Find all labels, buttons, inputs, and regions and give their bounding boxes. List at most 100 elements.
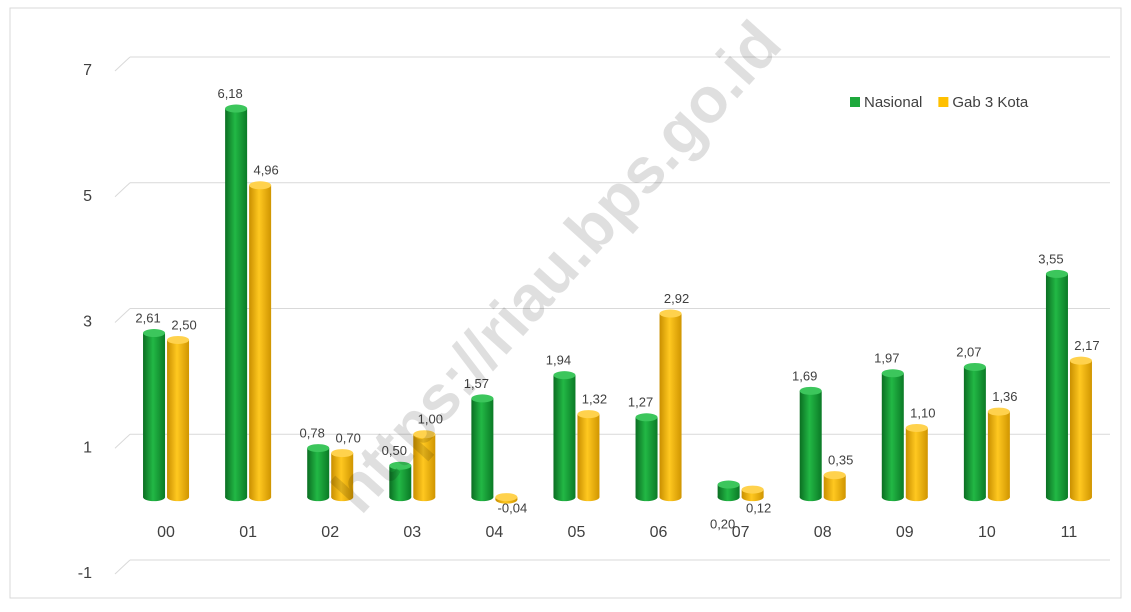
value-label: -0,04 <box>498 501 528 516</box>
bar-base <box>413 493 436 502</box>
grid-line-depth <box>114 308 131 323</box>
bar-cap <box>905 423 928 432</box>
value-label: 1,94 <box>546 353 571 368</box>
bar-cap <box>741 485 764 494</box>
x-tick-label: 09 <box>896 524 914 541</box>
bar-base <box>635 493 658 502</box>
bar-base <box>389 493 412 502</box>
x-tick-label: 07 <box>732 524 750 541</box>
bar-base <box>307 493 330 502</box>
x-tick-label: 10 <box>978 524 996 541</box>
bar <box>553 375 576 498</box>
bar-cap <box>881 369 904 378</box>
bar <box>963 366 986 498</box>
bar <box>167 339 190 498</box>
bar-cap <box>635 413 658 422</box>
value-label: 2,50 <box>171 317 196 332</box>
value-label: 2,17 <box>1074 338 1099 353</box>
bar-base <box>881 493 904 502</box>
value-label: 1,36 <box>992 389 1017 404</box>
bar-cap <box>225 104 248 113</box>
bar-base <box>823 493 846 502</box>
value-label: 1,57 <box>464 376 489 391</box>
bar <box>659 313 682 498</box>
value-label: 0,35 <box>828 453 853 468</box>
bar-cap <box>659 309 682 318</box>
bar <box>307 448 330 498</box>
bar <box>635 417 658 498</box>
value-label: 1,32 <box>582 392 607 407</box>
bar-base <box>1045 493 1068 502</box>
bar-base <box>741 493 764 502</box>
value-label: 1,27 <box>628 395 653 410</box>
bar <box>389 465 412 498</box>
y-tick-label: 1 <box>83 439 92 456</box>
bar-cap <box>1069 356 1092 365</box>
bar-cap <box>717 480 740 489</box>
x-tick-label: 06 <box>650 524 668 541</box>
bar-cap <box>823 471 846 480</box>
bar-cap <box>799 386 822 395</box>
bar <box>987 411 1010 498</box>
bar-base <box>331 493 354 502</box>
bar-cap <box>987 407 1010 416</box>
bar-cap <box>143 329 166 338</box>
legend-label: Nasional <box>864 94 922 111</box>
grid-line-depth <box>114 433 131 449</box>
bar-base <box>471 493 494 502</box>
bar-base <box>553 493 576 502</box>
y-tick-label: 7 <box>83 62 92 79</box>
bar-cap <box>577 410 600 419</box>
bar-base <box>799 493 822 502</box>
x-tick-label: 08 <box>814 524 832 541</box>
value-label: 4,96 <box>253 163 278 178</box>
bar-cap <box>389 461 412 470</box>
x-tick-label: 00 <box>157 524 175 541</box>
value-label: 6,18 <box>217 86 242 101</box>
bar-cap <box>249 181 272 190</box>
bar-cap <box>413 430 436 439</box>
legend-swatch <box>938 97 949 107</box>
bar-base <box>143 493 166 502</box>
bar-cap <box>167 335 190 344</box>
bar <box>249 185 272 498</box>
bar <box>225 108 248 498</box>
value-label: 1,97 <box>874 351 899 366</box>
value-label: 0,78 <box>300 426 325 441</box>
value-label: 0,20 <box>710 517 735 532</box>
grid-line-depth <box>114 559 131 575</box>
y-tick-label: 3 <box>83 314 92 331</box>
value-label: 2,61 <box>135 310 160 325</box>
bar-cap <box>307 444 330 453</box>
x-tick-label: 11 <box>1061 524 1078 541</box>
bar-base <box>249 493 272 502</box>
bar-base <box>167 493 190 502</box>
value-label: 0,70 <box>336 431 361 446</box>
bar-base <box>987 493 1010 502</box>
value-label: 2,07 <box>956 344 981 359</box>
bar-cap <box>495 493 518 502</box>
y-tick-label: 5 <box>83 188 92 205</box>
bar <box>905 427 928 498</box>
bar-cap <box>963 362 986 371</box>
bar <box>1045 273 1068 498</box>
labels: -1 1 3 5 7 00 2,61 2,50 01 6,18 4,96 02 0,78 0,70 03 0,… <box>78 62 1100 582</box>
legend-label: Gab 3 Kota <box>952 94 1029 111</box>
bar <box>331 453 354 498</box>
value-label: 1,10 <box>910 405 935 420</box>
legend-swatch <box>850 97 860 107</box>
value-label: 3,55 <box>1038 251 1063 266</box>
value-label: 0,50 <box>382 443 407 458</box>
value-label: 2,92 <box>664 291 689 306</box>
bar <box>413 434 436 498</box>
x-tick-label: 05 <box>568 524 586 541</box>
bar <box>799 390 822 498</box>
x-tick-label: 04 <box>485 524 503 541</box>
bar-base <box>225 493 248 502</box>
bars <box>143 104 1092 504</box>
bar <box>143 333 166 498</box>
bar <box>881 373 904 498</box>
value-label: 1,69 <box>792 368 817 383</box>
x-tick-label: 01 <box>239 524 257 541</box>
value-label: 1,00 <box>418 412 443 427</box>
